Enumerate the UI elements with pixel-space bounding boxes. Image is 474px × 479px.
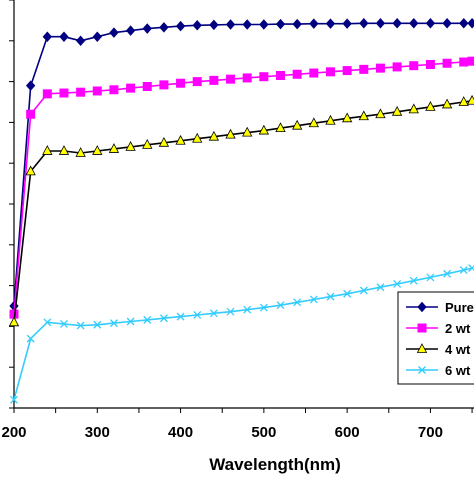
data-point bbox=[360, 65, 368, 73]
legend: Pure 2 wt 4 wt 6 wt bbox=[398, 292, 474, 384]
data-point bbox=[326, 19, 334, 28]
data-point bbox=[277, 20, 285, 29]
data-point bbox=[260, 73, 268, 81]
data-point bbox=[243, 20, 251, 29]
data-point bbox=[210, 76, 218, 84]
data-point bbox=[393, 19, 401, 28]
data-point bbox=[310, 19, 318, 28]
data-point bbox=[143, 24, 151, 33]
data-point bbox=[418, 324, 426, 332]
data-point bbox=[343, 67, 351, 75]
data-point bbox=[293, 70, 301, 78]
data-point bbox=[410, 62, 418, 70]
data-point bbox=[260, 20, 268, 29]
data-point bbox=[376, 19, 384, 28]
x-tick-label: 600 bbox=[335, 424, 360, 441]
data-point bbox=[60, 32, 68, 41]
data-point bbox=[177, 79, 185, 87]
data-point bbox=[376, 64, 384, 72]
data-point bbox=[410, 19, 418, 28]
data-point bbox=[443, 59, 451, 67]
data-point bbox=[468, 96, 474, 105]
data-point bbox=[93, 87, 101, 95]
data-point bbox=[227, 75, 235, 83]
data-point bbox=[160, 23, 168, 32]
data-point bbox=[343, 19, 351, 28]
series-pure bbox=[10, 19, 474, 311]
data-point bbox=[43, 32, 51, 41]
data-point bbox=[127, 26, 135, 35]
data-point bbox=[193, 21, 201, 30]
data-point bbox=[60, 89, 68, 97]
data-point bbox=[93, 32, 101, 41]
data-point bbox=[277, 71, 285, 79]
x-tick-label: 400 bbox=[168, 424, 193, 441]
data-point bbox=[468, 19, 474, 28]
data-point bbox=[310, 69, 318, 77]
x-axis-title: Wavelength(nm) bbox=[209, 455, 341, 474]
x-tick-label: 700 bbox=[418, 424, 443, 441]
data-point bbox=[143, 82, 151, 90]
series-line bbox=[14, 101, 472, 322]
data-point bbox=[443, 19, 451, 28]
data-point bbox=[177, 22, 185, 31]
data-point bbox=[193, 78, 201, 86]
data-point bbox=[360, 19, 368, 28]
data-point bbox=[210, 20, 218, 29]
x-tick-label: 200 bbox=[1, 424, 26, 441]
x-tick-label: 500 bbox=[251, 424, 276, 441]
legend-label: Pure bbox=[445, 300, 474, 315]
legend-label: 6 wt bbox=[445, 363, 471, 378]
data-point bbox=[43, 90, 51, 98]
data-point bbox=[293, 20, 301, 29]
data-point bbox=[393, 63, 401, 71]
legend-label: 2 wt bbox=[445, 321, 471, 336]
data-point bbox=[27, 110, 35, 118]
data-point bbox=[426, 60, 434, 68]
data-point bbox=[127, 84, 135, 92]
legend-label: 4 wt bbox=[445, 342, 471, 357]
data-point bbox=[227, 20, 235, 29]
data-point bbox=[326, 68, 334, 76]
data-point bbox=[77, 88, 85, 96]
x-tick-label: 300 bbox=[85, 424, 110, 441]
series-4-wt bbox=[10, 96, 474, 326]
data-point bbox=[27, 81, 35, 90]
data-point bbox=[243, 74, 251, 82]
data-point bbox=[468, 57, 474, 65]
data-point bbox=[110, 86, 118, 94]
data-point bbox=[77, 36, 85, 45]
data-point bbox=[426, 19, 434, 28]
data-point bbox=[460, 58, 468, 66]
series-line bbox=[14, 61, 472, 314]
data-point bbox=[460, 19, 468, 28]
data-point bbox=[160, 81, 168, 89]
data-point bbox=[110, 28, 118, 37]
series-2-wt bbox=[10, 57, 474, 318]
